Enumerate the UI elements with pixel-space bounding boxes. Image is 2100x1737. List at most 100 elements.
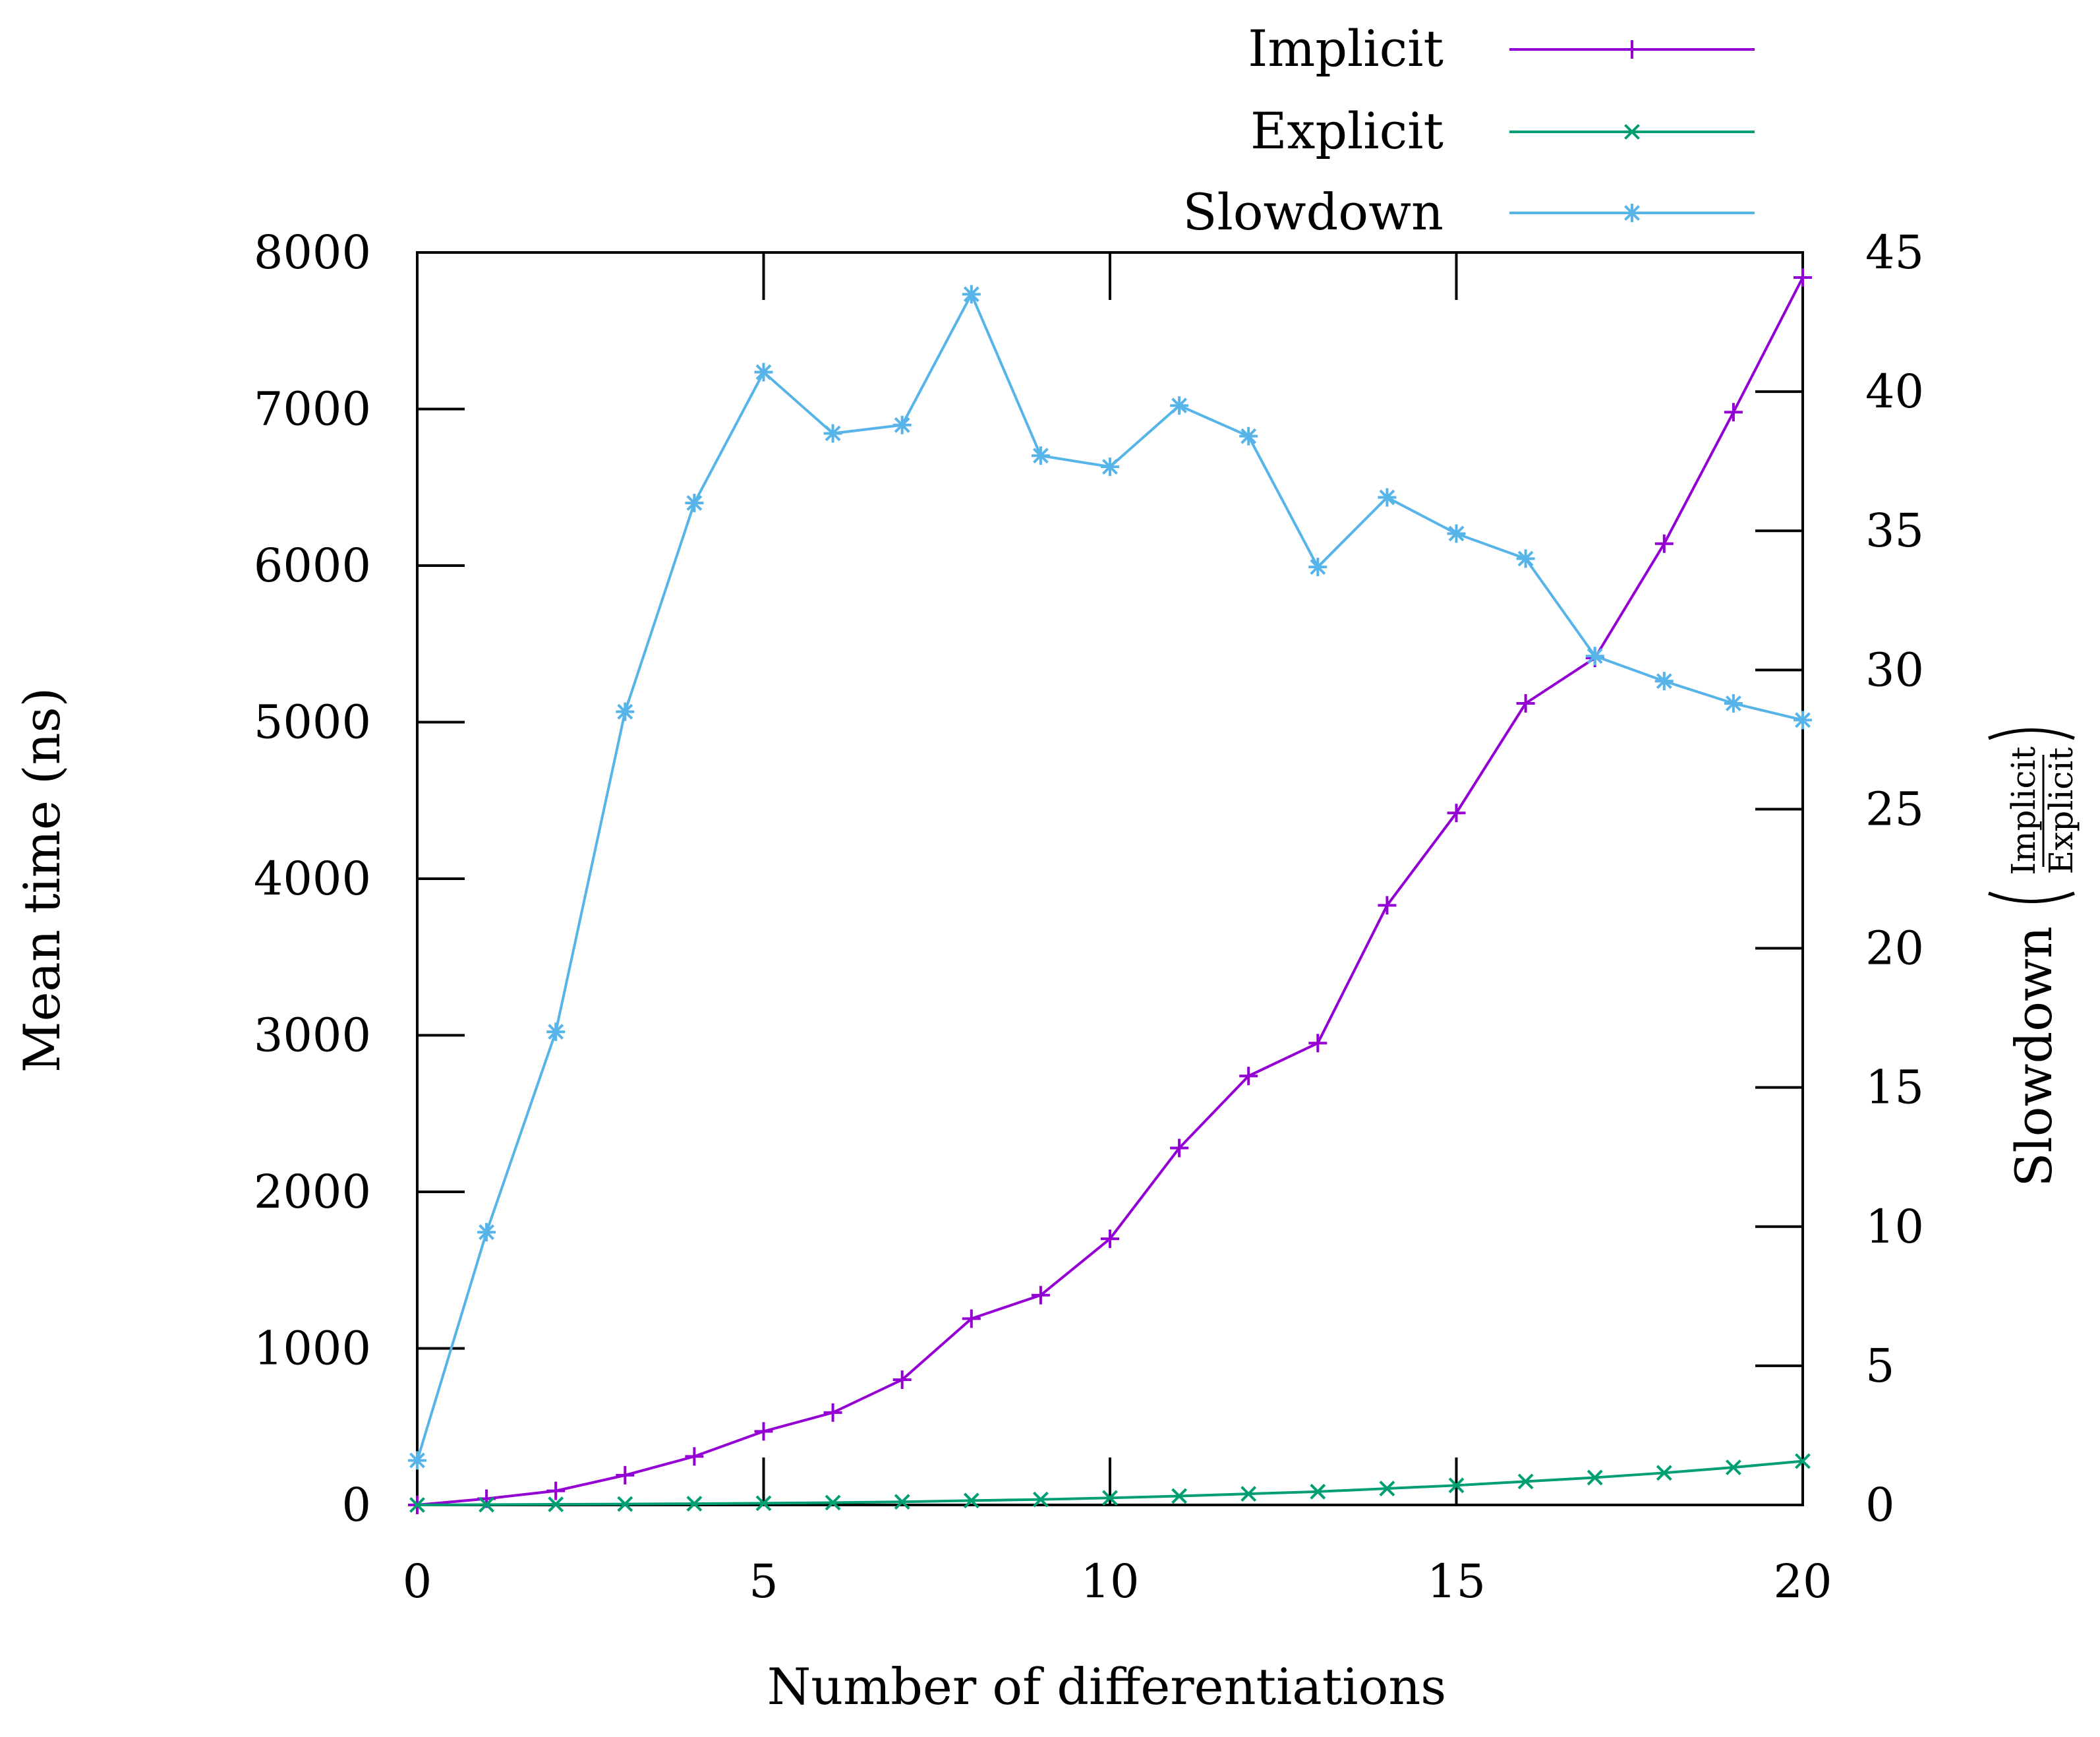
y-tick-label: 7000 bbox=[254, 382, 371, 436]
marker-stroke bbox=[755, 1495, 772, 1512]
plot-frame bbox=[416, 251, 1804, 1506]
data-point-explicit bbox=[1240, 1486, 1257, 1502]
x-tick-label: 10 bbox=[1080, 1554, 1139, 1608]
marker-stroke bbox=[1102, 459, 1118, 475]
data-point-explicit bbox=[686, 1496, 703, 1512]
legend-item-explicit: Explicit bbox=[1250, 102, 1755, 160]
data-point-explicit bbox=[479, 1496, 495, 1513]
left-paren bbox=[1988, 891, 2075, 903]
data-point-explicit bbox=[963, 1492, 979, 1509]
y2-tick-label: 30 bbox=[1865, 643, 1924, 697]
data-point-explicit bbox=[894, 1494, 910, 1510]
y-tick-label: 4000 bbox=[254, 852, 371, 906]
legend-item-implicit: Implicit bbox=[1248, 19, 1755, 78]
x-axis-title: Number of differentiations bbox=[767, 1657, 1447, 1716]
data-point-implicit bbox=[1101, 1229, 1119, 1249]
marker-stroke bbox=[686, 495, 703, 511]
x-tick-label: 5 bbox=[749, 1554, 778, 1608]
data-point-explicit bbox=[1725, 1459, 1741, 1475]
y2-tick-label: 0 bbox=[1865, 1478, 1895, 1532]
marker-stroke bbox=[548, 1496, 564, 1512]
marker-stroke bbox=[1517, 1473, 1534, 1490]
y2-tick-label: 15 bbox=[1865, 1061, 1924, 1115]
y-tick-label: 3000 bbox=[254, 1009, 371, 1063]
y-tick-label: 8000 bbox=[254, 225, 371, 280]
x-tick-label: 15 bbox=[1427, 1554, 1486, 1608]
data-point-explicit bbox=[1448, 1477, 1465, 1494]
series-slowdown bbox=[408, 285, 1812, 1470]
data-point-implicit bbox=[962, 1309, 981, 1328]
plot-border bbox=[416, 251, 1804, 1506]
y-tick-label: 0 bbox=[341, 1478, 371, 1532]
marker-stroke bbox=[1379, 1481, 1395, 1496]
y2-tick-label: 45 bbox=[1865, 225, 1924, 280]
data-point-explicit bbox=[1517, 1473, 1534, 1490]
data-point-explicit bbox=[1310, 1483, 1326, 1500]
legend-label-implicit: Implicit bbox=[1248, 19, 1444, 78]
marker-stroke bbox=[1656, 1465, 1672, 1481]
legend-label-slowdown: Slowdown bbox=[1182, 183, 1444, 241]
marker-stroke bbox=[617, 1496, 633, 1512]
y-tick-label: 6000 bbox=[254, 539, 371, 593]
marker-stroke bbox=[1587, 1469, 1603, 1486]
y2-tick-label: 20 bbox=[1865, 922, 1924, 976]
marker-stroke bbox=[1656, 673, 1672, 690]
marker-stroke bbox=[617, 703, 633, 720]
marker-stroke bbox=[1310, 559, 1326, 575]
y2-tick-label: 25 bbox=[1865, 782, 1924, 836]
marker-stroke bbox=[894, 417, 910, 433]
legend-marker-explicit bbox=[1624, 124, 1640, 140]
marker-stroke bbox=[1102, 1490, 1118, 1506]
y2-tick-label: 35 bbox=[1865, 504, 1924, 558]
data-point-slowdown bbox=[1724, 694, 1743, 713]
y-tick-label: 1000 bbox=[254, 1322, 371, 1376]
marker-stroke bbox=[1795, 1453, 1811, 1469]
data-point-implicit bbox=[1308, 1034, 1327, 1053]
y2-axis-title-text: Slowdown bbox=[2004, 926, 2063, 1187]
legend-marker-slowdown bbox=[1623, 204, 1641, 222]
data-point-slowdown bbox=[962, 285, 981, 304]
data-point-explicit bbox=[409, 1497, 425, 1513]
data-point-implicit bbox=[1031, 1285, 1050, 1305]
y-tick-label: 2000 bbox=[254, 1165, 371, 1219]
data-point-slowdown bbox=[1447, 524, 1466, 543]
data-point-slowdown bbox=[823, 424, 842, 443]
data-point-explicit bbox=[1656, 1465, 1672, 1481]
data-point-explicit bbox=[1171, 1488, 1188, 1504]
data-point-slowdown bbox=[477, 1223, 496, 1242]
legend-item-slowdown: Slowdown bbox=[1182, 183, 1755, 241]
data-point-slowdown bbox=[1031, 446, 1050, 465]
marker-stroke bbox=[825, 1494, 841, 1511]
series-implicit bbox=[408, 268, 1812, 1514]
data-point-implicit bbox=[1170, 1138, 1189, 1158]
data-point-implicit bbox=[1724, 403, 1743, 422]
marker-stroke bbox=[1725, 1459, 1741, 1475]
y2-tick-label: 5 bbox=[1865, 1339, 1895, 1393]
marker-stroke bbox=[548, 1024, 564, 1040]
data-point-implicit bbox=[685, 1447, 704, 1466]
data-point-slowdown bbox=[1308, 558, 1327, 577]
marker-stroke bbox=[686, 1496, 703, 1512]
data-point-slowdown bbox=[1654, 672, 1674, 691]
fraction-numerator: Implicit bbox=[2004, 746, 2043, 875]
y2-tick-label: 10 bbox=[1865, 1200, 1924, 1254]
marker-stroke bbox=[1448, 525, 1465, 542]
data-point-slowdown bbox=[892, 415, 912, 434]
marker-stroke bbox=[1587, 648, 1603, 664]
marker-stroke bbox=[963, 286, 979, 303]
data-point-explicit bbox=[1379, 1481, 1395, 1496]
data-point-slowdown bbox=[1516, 549, 1535, 568]
data-point-explicit bbox=[1795, 1453, 1811, 1469]
ticks: 0 5 10 15 20 0 1000 2000 3000 4000 5000 6000 7000 800… bbox=[254, 225, 1924, 1608]
series bbox=[408, 268, 1812, 1514]
x-tick-label: 0 bbox=[403, 1554, 432, 1608]
data-point-slowdown bbox=[1794, 711, 1812, 730]
data-point-implicit bbox=[1794, 268, 1812, 287]
marker-stroke bbox=[1795, 712, 1811, 728]
legend: Implicit Explicit Slowdown bbox=[1182, 19, 1755, 241]
data-point-slowdown bbox=[546, 1022, 566, 1042]
series-explicit bbox=[409, 1453, 1811, 1513]
y-tick-label: 5000 bbox=[254, 695, 371, 750]
marker-stroke bbox=[755, 364, 772, 380]
